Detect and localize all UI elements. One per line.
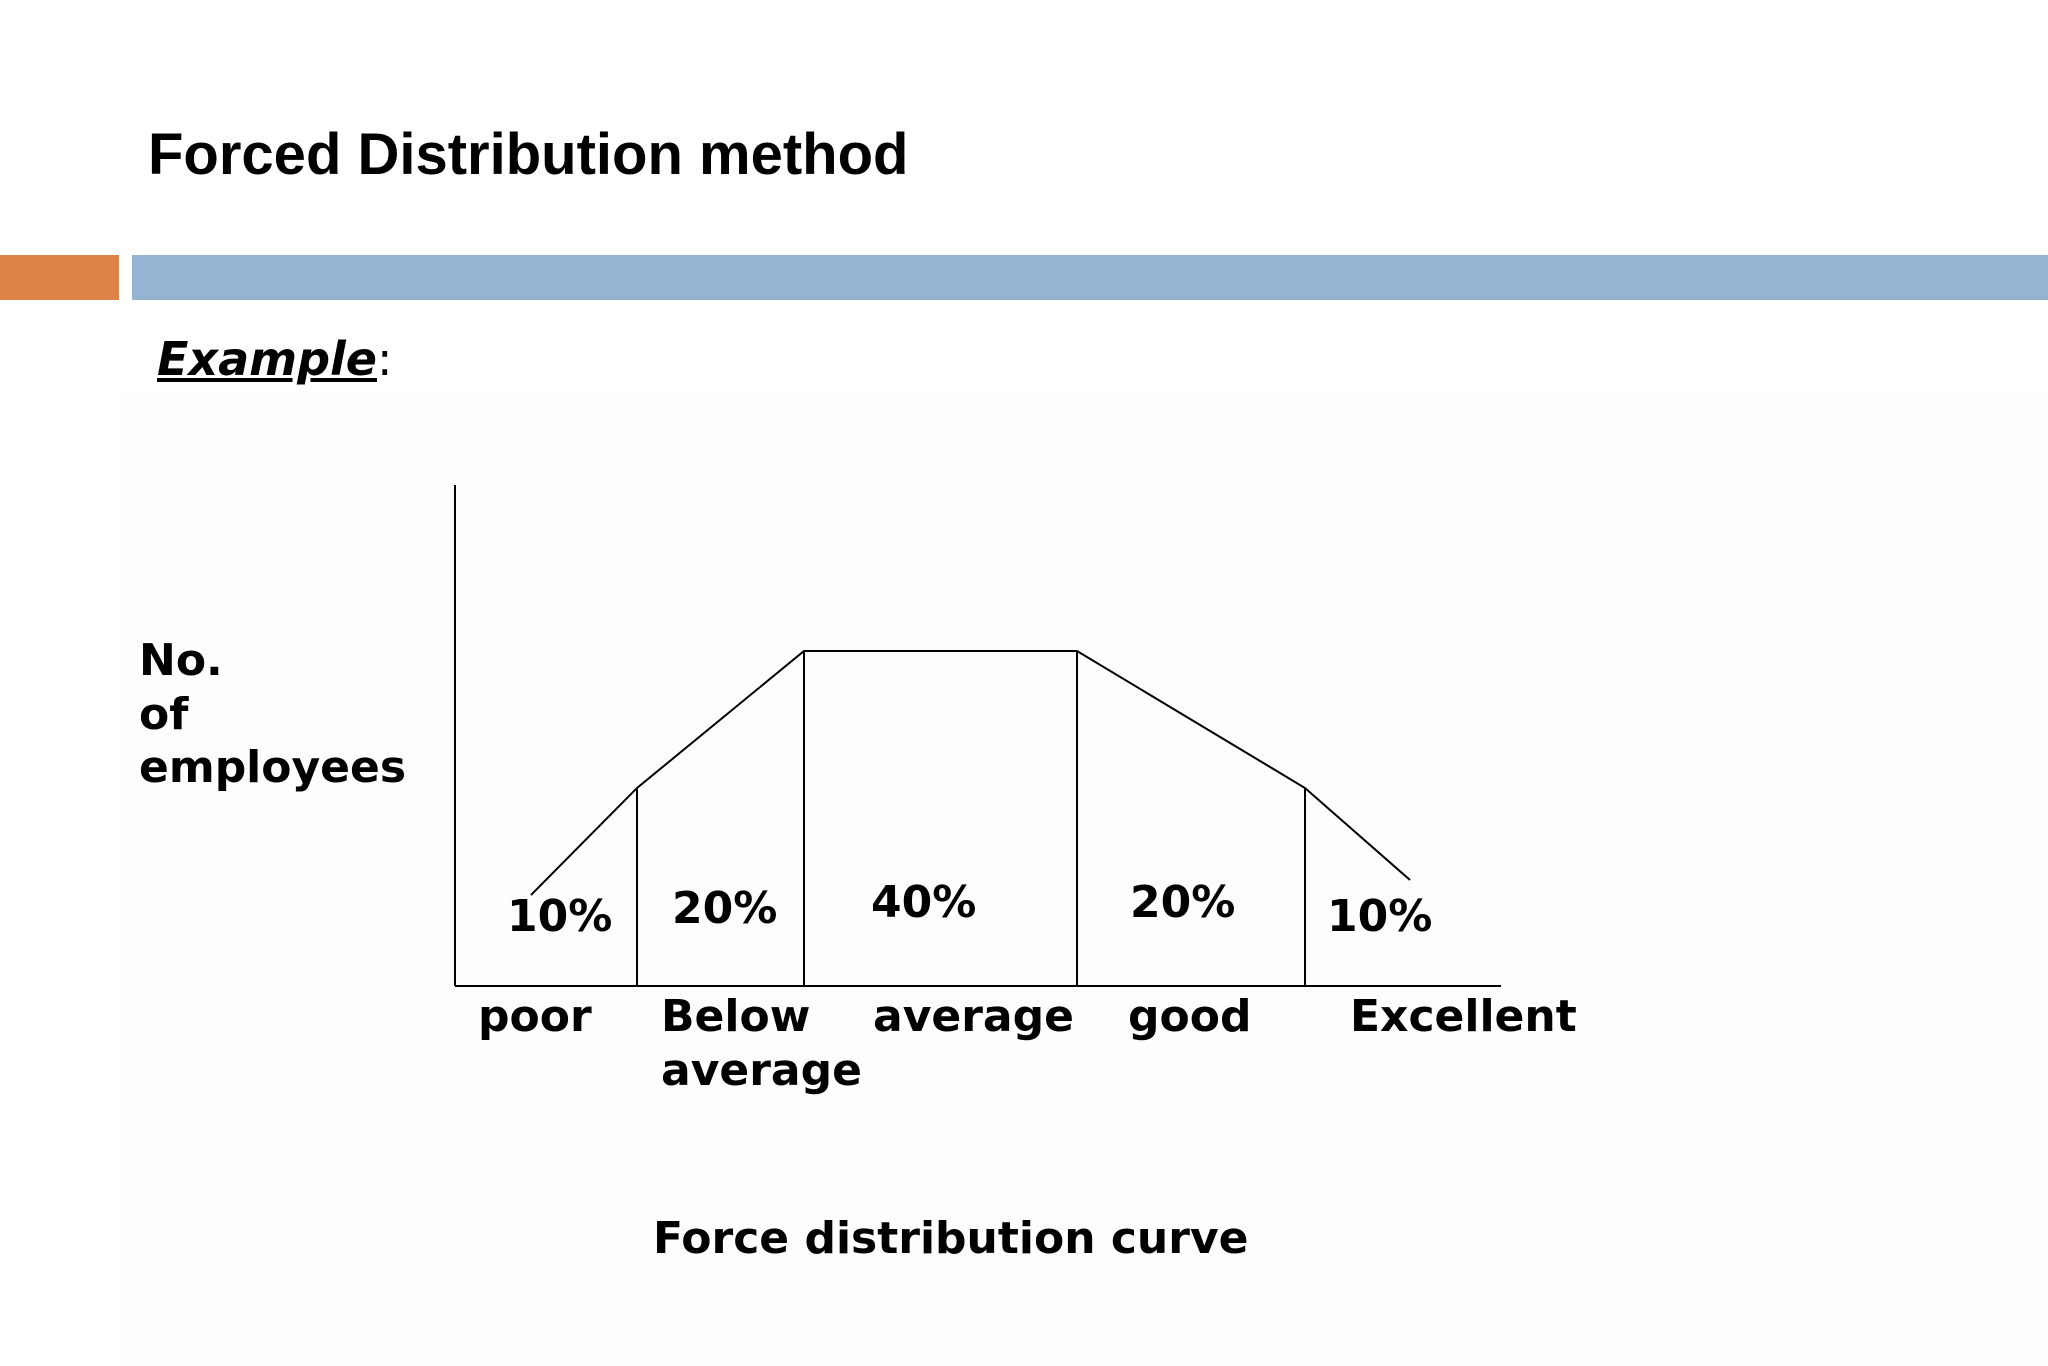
category-label-below-average-line-2: average bbox=[661, 1044, 862, 1096]
category-label-average: average bbox=[873, 991, 1074, 1042]
example-word: Example bbox=[157, 332, 377, 386]
category-label-below-average-line-1: Below bbox=[661, 991, 811, 1042]
category-label-excellent: Excellent bbox=[1350, 991, 1577, 1042]
slide-title: Forced Distribution method bbox=[148, 122, 909, 187]
category-label-poor: poor bbox=[478, 991, 592, 1042]
percent-label-good: 20% bbox=[1130, 877, 1236, 928]
percent-label-excellent: 10% bbox=[1327, 891, 1433, 942]
y-axis-label: No. of employees bbox=[139, 634, 406, 795]
percent-label-poor: 10% bbox=[507, 891, 613, 942]
y-axis-label-line-1: No. bbox=[139, 635, 223, 686]
category-label-good: good bbox=[1128, 991, 1252, 1042]
diagram-background bbox=[120, 395, 2048, 1366]
curve-line bbox=[530, 650, 1411, 896]
accent-bar-blue bbox=[132, 255, 2048, 300]
percent-label-below-average: 20% bbox=[672, 883, 778, 934]
example-colon: : bbox=[376, 332, 393, 386]
category-label-below-average: Below average bbox=[661, 990, 862, 1097]
example-heading: Example: bbox=[157, 336, 392, 382]
percent-label-average: 40% bbox=[871, 877, 977, 928]
diagram-caption: Force distribution curve bbox=[653, 1213, 1249, 1264]
accent-bar-orange bbox=[0, 255, 119, 300]
y-axis-label-line-2: of bbox=[139, 688, 189, 740]
y-axis-label-line-3: employees bbox=[139, 742, 407, 794]
